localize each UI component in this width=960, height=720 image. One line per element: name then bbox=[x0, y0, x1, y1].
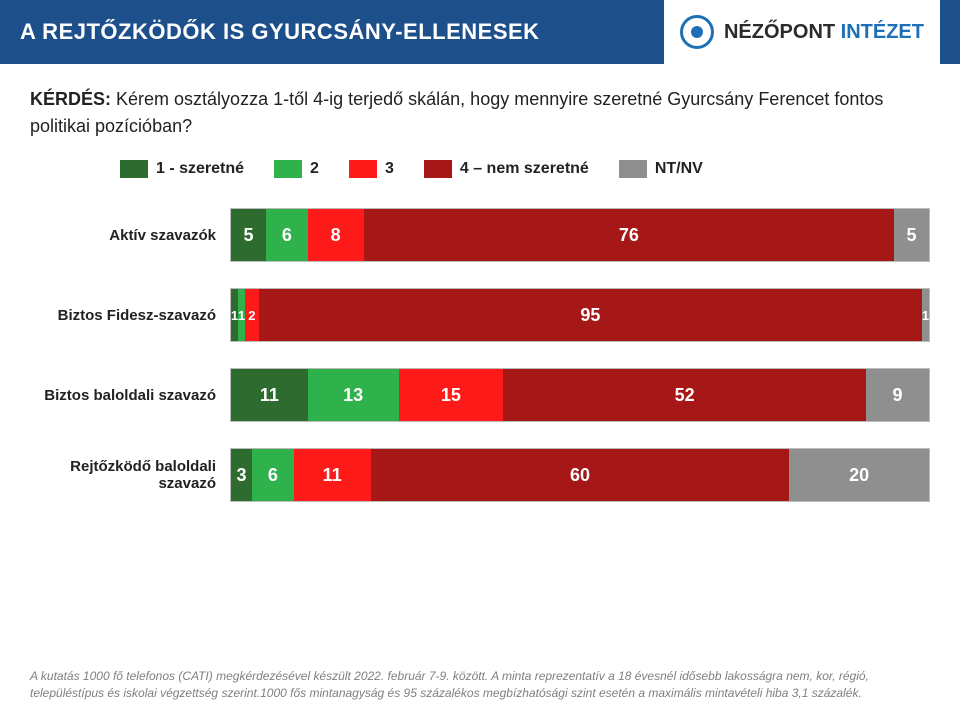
bar-segment: 1 bbox=[238, 289, 245, 341]
row-label: Rejtőzködő baloldali szavazó bbox=[30, 458, 230, 492]
bar-segment: 76 bbox=[364, 209, 894, 261]
chart-row: Aktív szavazók568765 bbox=[30, 208, 930, 262]
legend-swatch bbox=[619, 160, 647, 178]
bar-segment: 2 bbox=[245, 289, 259, 341]
legend-item: NT/NV bbox=[619, 160, 703, 178]
bar-segment: 5 bbox=[894, 209, 929, 261]
legend-label: 2 bbox=[310, 160, 319, 178]
bar-segment: 1 bbox=[922, 289, 929, 341]
legend: 1 - szeretné 2 3 4 – nem szeretné NT/NV bbox=[0, 150, 960, 198]
logo-text: NÉZŐPONT INTÉZET bbox=[724, 21, 924, 44]
legend-swatch bbox=[120, 160, 148, 178]
logo-icon bbox=[680, 15, 714, 49]
bar-segment: 5 bbox=[231, 209, 266, 261]
row-label: Aktív szavazók bbox=[30, 227, 230, 244]
bar-segment: 15 bbox=[399, 369, 504, 421]
bar-segment: 95 bbox=[259, 289, 922, 341]
chart: Aktív szavazók568765Biztos Fidesz-szavaz… bbox=[0, 198, 960, 502]
bar-segment: 8 bbox=[308, 209, 364, 261]
bar-segment: 1 bbox=[231, 289, 238, 341]
row-label: Biztos baloldali szavazó bbox=[30, 387, 230, 404]
logo-text-2: INTÉZET bbox=[841, 21, 924, 43]
bar-segment: 11 bbox=[231, 369, 308, 421]
legend-swatch bbox=[274, 160, 302, 178]
chart-row: Biztos Fidesz-szavazó112951 bbox=[30, 288, 930, 342]
legend-label: 1 - szeretné bbox=[156, 160, 244, 178]
footnote: A kutatás 1000 fő telefonos (CATI) megké… bbox=[30, 668, 930, 702]
legend-label: NT/NV bbox=[655, 160, 703, 178]
header: A REJTŐZKÖDŐK IS GYURCSÁNY-ELLENESEK NÉZ… bbox=[0, 0, 960, 64]
chart-row: Rejtőzködő baloldali szavazó36116020 bbox=[30, 448, 930, 502]
legend-item: 3 bbox=[349, 160, 394, 178]
logo: NÉZŐPONT INTÉZET bbox=[664, 0, 940, 64]
page-title: A REJTŐZKÖDŐK IS GYURCSÁNY-ELLENESEK bbox=[20, 19, 540, 45]
bar-segment: 6 bbox=[252, 449, 294, 501]
legend-item: 1 - szeretné bbox=[120, 160, 244, 178]
bar-segment: 52 bbox=[503, 369, 866, 421]
chart-row: Biztos baloldali szavazó111315529 bbox=[30, 368, 930, 422]
stacked-bar: 36116020 bbox=[230, 448, 930, 502]
legend-swatch bbox=[349, 160, 377, 178]
bar-segment: 6 bbox=[266, 209, 308, 261]
stacked-bar: 112951 bbox=[230, 288, 930, 342]
stacked-bar: 568765 bbox=[230, 208, 930, 262]
bar-segment: 11 bbox=[294, 449, 371, 501]
legend-label: 4 – nem szeretné bbox=[460, 160, 589, 178]
question-block: KÉRDÉS: Kérem osztályozza 1-től 4-ig ter… bbox=[0, 64, 960, 150]
legend-item: 4 – nem szeretné bbox=[424, 160, 589, 178]
question-text: Kérem osztályozza 1-től 4-ig terjedő ská… bbox=[30, 89, 883, 136]
bar-segment: 60 bbox=[371, 449, 790, 501]
bar-segment: 9 bbox=[866, 369, 929, 421]
bar-segment: 13 bbox=[308, 369, 399, 421]
legend-swatch bbox=[424, 160, 452, 178]
legend-label: 3 bbox=[385, 160, 394, 178]
row-label: Biztos Fidesz-szavazó bbox=[30, 307, 230, 324]
stacked-bar: 111315529 bbox=[230, 368, 930, 422]
bar-segment: 20 bbox=[789, 449, 929, 501]
legend-item: 2 bbox=[274, 160, 319, 178]
bar-segment: 3 bbox=[231, 449, 252, 501]
question-label: KÉRDÉS: bbox=[30, 89, 111, 109]
logo-text-1: NÉZŐPONT bbox=[724, 21, 841, 43]
